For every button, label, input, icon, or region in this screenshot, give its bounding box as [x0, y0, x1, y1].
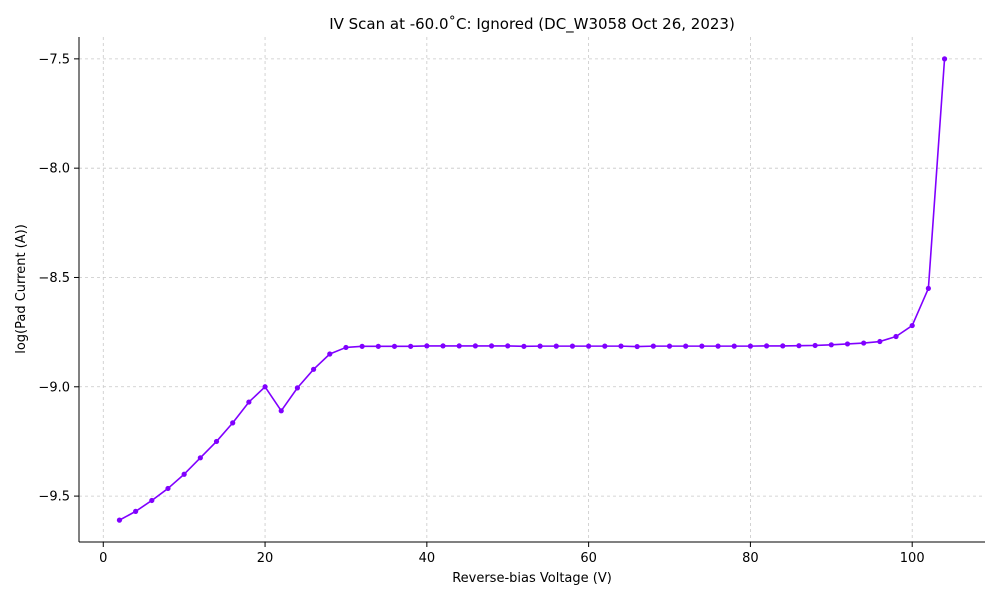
data-point [149, 497, 155, 504]
data-point [877, 338, 883, 345]
data-point [634, 343, 640, 350]
series-layer [116, 56, 948, 523]
data-point [925, 285, 931, 292]
data-point [650, 343, 656, 349]
data-point [116, 517, 123, 523]
data-point [602, 343, 608, 349]
x-tick-label: 60 [580, 551, 597, 566]
x-axis-label: Reverse-bias Voltage (V) [452, 571, 612, 586]
data-point [294, 385, 301, 391]
y-tick-label: −8.5 [38, 271, 70, 286]
y-tick-label: −7.5 [38, 52, 70, 67]
data-point [812, 342, 818, 349]
x-tick-label: 20 [257, 551, 274, 566]
data-point [715, 343, 721, 349]
data-point [165, 485, 171, 492]
data-point [472, 343, 478, 349]
data-point [278, 408, 284, 414]
data-point [586, 343, 592, 349]
grid-layer [79, 37, 985, 542]
data-point [488, 343, 495, 349]
data-point [569, 343, 576, 349]
data-point [666, 343, 673, 349]
data-point [780, 343, 786, 349]
data-point [699, 343, 705, 349]
data-point [505, 343, 511, 349]
y-tick-label: −9.0 [38, 380, 70, 395]
data-point [375, 343, 381, 349]
chart-title: IV Scan at -60.0˚C: Ignored (DC_W3058 Oc… [329, 15, 735, 34]
x-tick-label: 100 [900, 551, 925, 566]
data-point [893, 333, 899, 340]
data-point [262, 384, 268, 390]
data-point [359, 343, 365, 349]
data-point [747, 343, 754, 349]
data-point [763, 343, 770, 349]
x-tick-label: 40 [419, 551, 436, 566]
data-point [246, 399, 252, 405]
data-point [553, 343, 559, 349]
data-point [197, 455, 203, 461]
x-tick-label: 80 [742, 551, 759, 566]
data-point [456, 343, 462, 349]
y-axis-label: log(Pad Current (A)) [14, 224, 29, 354]
y-tick-label: −9.5 [38, 490, 70, 505]
data-point [844, 341, 851, 347]
data-point [521, 343, 527, 349]
ticks-layer: 0 20 40 60 80 100 −9.5 −9.0 −8.5 −8.0 −7.5 [38, 52, 924, 566]
data-point [213, 438, 220, 445]
data-point [861, 340, 867, 346]
data-point [391, 343, 398, 349]
data-point [424, 343, 430, 349]
x-tick-label: 0 [99, 551, 107, 566]
data-point [537, 343, 543, 349]
y-tick-label: −8.0 [38, 162, 70, 177]
data-point [440, 343, 446, 349]
data-point [683, 343, 689, 349]
axes-layer [78, 37, 985, 543]
data-point [230, 420, 236, 426]
data-point [327, 351, 333, 357]
data-point [618, 343, 624, 349]
data-point [909, 322, 915, 329]
data-point [408, 343, 414, 349]
data-point [310, 366, 317, 372]
data-point [343, 344, 349, 351]
data-point [828, 342, 834, 348]
series-line [119, 58, 946, 521]
data-point [133, 508, 139, 514]
data-point [181, 471, 187, 477]
data-point [796, 343, 802, 349]
data-point [731, 343, 737, 349]
data-point [941, 56, 948, 62]
